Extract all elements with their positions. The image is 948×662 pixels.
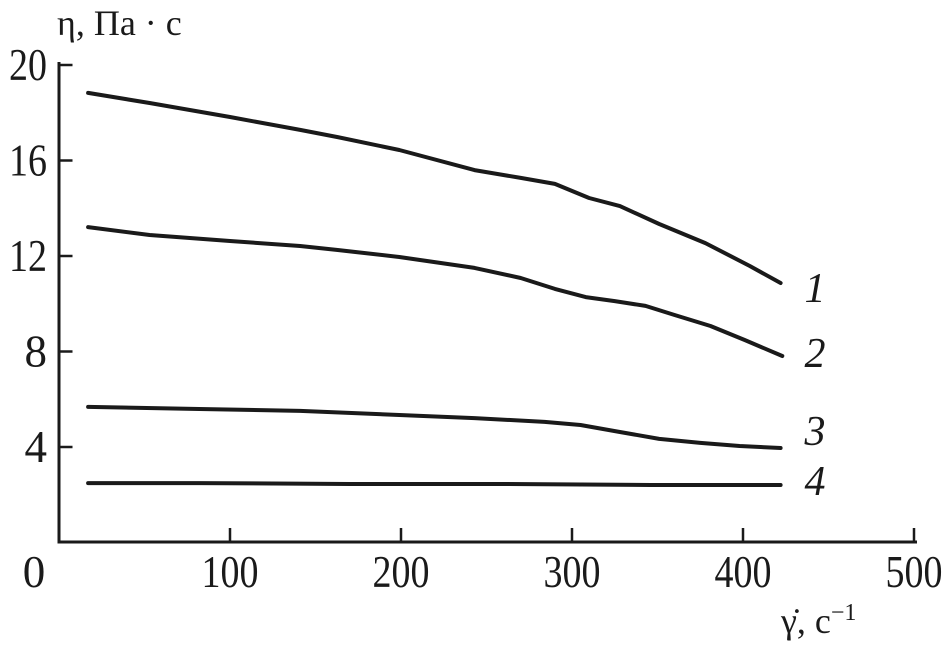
curve-2	[86, 225, 785, 358]
curve-3	[86, 404, 783, 450]
x-tick-label: 500	[886, 547, 943, 597]
x-axis-ticks: 0 100 200 300 400 500	[23, 528, 943, 597]
curve-labels: 1 2 34	[804, 266, 826, 505]
x-axis-label-superscript: −1	[831, 600, 857, 626]
x-axis-label-main: γ̇, с	[780, 601, 831, 641]
x-tick-label: 200	[373, 547, 430, 597]
curves	[86, 90, 785, 487]
y-tick-label: 16	[9, 136, 47, 186]
y-tick-label: 20	[9, 40, 47, 90]
x-tick-label: 400	[715, 547, 772, 597]
curve-label-2: 2	[805, 331, 826, 377]
curve-label-1: 1	[805, 266, 826, 312]
y-axis-label: η, Па · с	[57, 3, 182, 43]
curve-1	[86, 90, 783, 285]
x-tick-label: 300	[544, 547, 601, 597]
curve-label-3: 3	[804, 409, 826, 455]
x-tick-label: 100	[202, 547, 259, 597]
curve-label-4: 4	[805, 459, 826, 505]
y-tick-label: 8	[25, 327, 48, 377]
curve-4	[86, 481, 783, 487]
axis-lines	[57, 62, 917, 544]
y-tick-label: 12	[9, 231, 47, 281]
y-axis-ticks: 4 8 12 16 20	[9, 40, 73, 472]
x-tick-label: 0	[23, 547, 46, 597]
x-axis-label: γ̇, с−1	[780, 600, 856, 641]
y-tick-label: 4	[25, 422, 48, 472]
